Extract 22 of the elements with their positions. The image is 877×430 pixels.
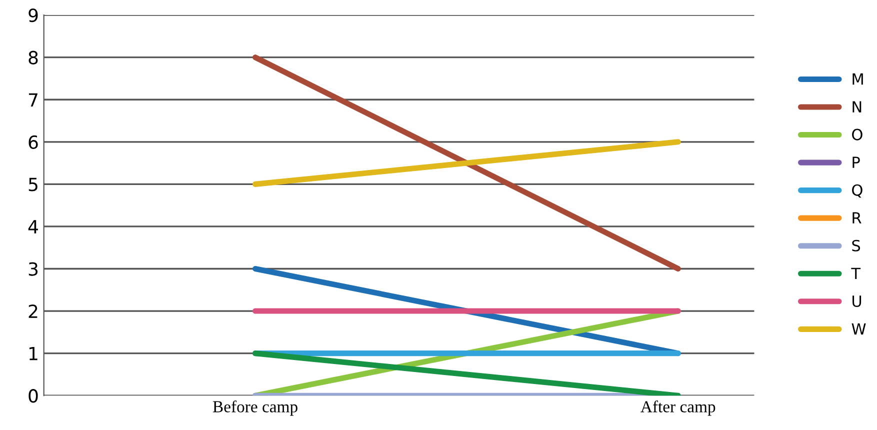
y-tick-label: 6 (28, 135, 38, 150)
legend-label: P (852, 156, 860, 168)
x-tick-label: After camp (640, 400, 716, 416)
y-tick-label: 4 (28, 220, 38, 234)
y-tick-label: 5 (28, 178, 38, 192)
legend-label: S (852, 240, 860, 252)
y-tick-label: 9 (28, 8, 38, 22)
legend-label: W (852, 323, 866, 335)
legend-label: U (852, 296, 862, 307)
legend-label: N (852, 101, 862, 112)
legend-label: M (852, 73, 863, 85)
y-tick-label: 8 (28, 50, 38, 64)
y-tick-label: 2 (28, 304, 38, 318)
y-tick-label: 0 (28, 389, 38, 403)
legend-label: Q (852, 184, 862, 198)
legend-label: T (851, 268, 861, 279)
x-tick-label: Before camp (212, 400, 298, 416)
legend-label: O (852, 128, 862, 140)
y-tick-label: 7 (28, 93, 38, 106)
y-tick-label: 3 (28, 262, 38, 276)
legend-label: R (852, 212, 862, 224)
y-tick-label: 1 (29, 347, 38, 360)
